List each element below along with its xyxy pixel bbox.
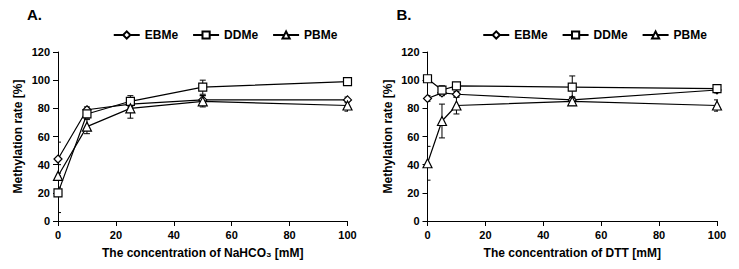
svg-text:100: 100 (338, 229, 356, 241)
svg-text:A.: A. (27, 6, 42, 23)
svg-text:0: 0 (413, 215, 419, 227)
svg-text:40: 40 (38, 159, 50, 171)
svg-text:PBMe: PBMe (304, 28, 338, 42)
svg-text:80: 80 (38, 102, 50, 114)
svg-text:20: 20 (407, 187, 419, 199)
svg-text:80: 80 (407, 102, 419, 114)
svg-text:EBMe: EBMe (145, 28, 179, 42)
svg-text:0: 0 (55, 229, 61, 241)
svg-text:0: 0 (44, 215, 50, 227)
svg-text:80: 80 (283, 229, 295, 241)
svg-text:PBMe: PBMe (674, 28, 708, 42)
svg-text:100: 100 (32, 74, 50, 86)
svg-text:DDMe: DDMe (594, 28, 628, 42)
svg-text:40: 40 (168, 229, 180, 241)
svg-text:The concentration of NaHCO₃ [m: The concentration of NaHCO₃ [mM] (102, 246, 304, 260)
svg-text:EBMe: EBMe (514, 28, 548, 42)
svg-text:120: 120 (401, 46, 419, 58)
svg-text:20: 20 (479, 229, 491, 241)
svg-text:B.: B. (397, 6, 412, 23)
svg-text:80: 80 (653, 229, 665, 241)
svg-text:0: 0 (424, 229, 430, 241)
svg-text:40: 40 (537, 229, 549, 241)
svg-text:20: 20 (110, 229, 122, 241)
svg-text:DDMe: DDMe (224, 28, 258, 42)
svg-text:60: 60 (38, 131, 50, 143)
svg-text:Methylation rate [%]: Methylation rate [%] (381, 79, 395, 193)
svg-text:60: 60 (407, 131, 419, 143)
svg-text:100: 100 (708, 229, 726, 241)
svg-text:100: 100 (401, 74, 419, 86)
svg-text:60: 60 (595, 229, 607, 241)
svg-text:60: 60 (226, 229, 238, 241)
svg-text:120: 120 (32, 46, 50, 58)
svg-text:Methylation rate [%]: Methylation rate [%] (11, 79, 25, 193)
svg-text:40: 40 (407, 159, 419, 171)
svg-text:The concentration of DTT [mM]: The concentration of DTT [mM] (484, 246, 661, 260)
svg-text:20: 20 (38, 187, 50, 199)
